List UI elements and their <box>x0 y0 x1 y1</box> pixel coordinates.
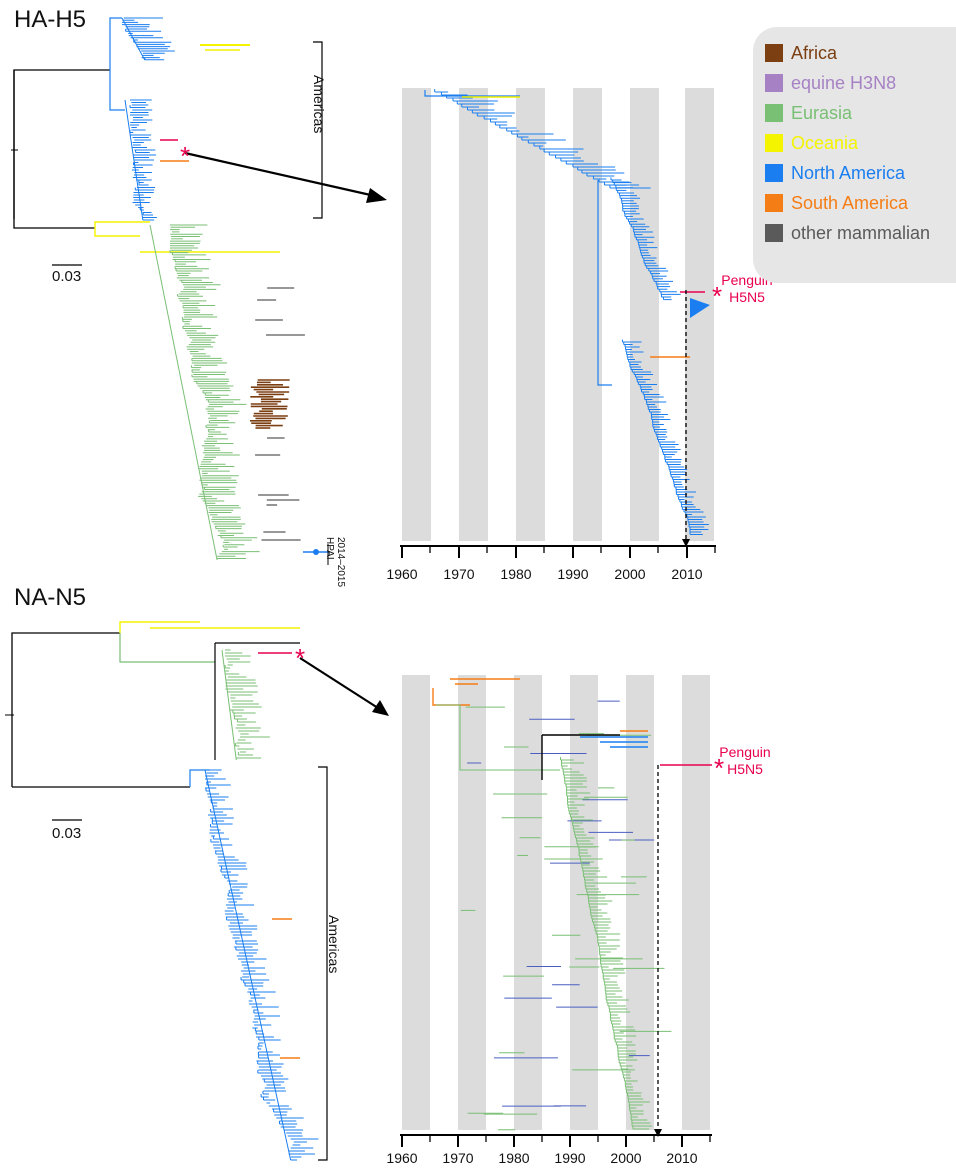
legend-swatch-mammalian <box>765 224 783 242</box>
year-label-2010-top: 2010 <box>671 566 703 582</box>
year-label-1990-top: 1990 <box>557 566 589 582</box>
time-band-bottom-2 <box>514 675 542 1130</box>
penguin-star-left-top: * <box>180 141 191 171</box>
time-band-bottom-4 <box>626 675 654 1130</box>
year-label-1990-bottom: 1990 <box>554 1150 586 1166</box>
legend-label-africa: Africa <box>791 42 838 63</box>
legend-item-eurasia: Eurasia <box>765 102 852 124</box>
time-band-top-0 <box>402 88 431 541</box>
clade-label-americas-bottom: Americas <box>326 915 342 974</box>
panel-title-ha-h5: HA-H5 <box>14 6 87 33</box>
legend-item-south-america: South America <box>765 192 908 214</box>
na-blue-stem <box>189 769 210 787</box>
callout-arrowhead-bottom <box>372 700 389 716</box>
penguin-star-left-bottom: * <box>295 643 306 673</box>
legend-item-equine-h3n8: equine H3N8 <box>765 72 896 94</box>
clade-spine <box>124 99 144 221</box>
legend-swatch-south-america <box>765 194 783 212</box>
legend-label-south-america: South America <box>791 192 909 213</box>
clade-label-americas-top: Americas <box>311 75 327 134</box>
penguin-callout-bottom: Penguin H5N5 <box>710 744 780 778</box>
eurasia-stem-bottom <box>119 633 215 663</box>
bt-green-main <box>436 704 560 771</box>
legend-swatch-equine <box>765 74 783 92</box>
region-legend: Africa equine H3N8 Eurasia Oceania North… <box>753 27 956 283</box>
legend-label-eurasia: Eurasia <box>791 102 853 123</box>
penguin-callout-bottom-line1: Penguin <box>719 744 771 760</box>
time-band-top-5 <box>685 88 714 541</box>
callout-arrow-top <box>184 151 376 198</box>
year-label-1970-bottom: 1970 <box>442 1150 474 1166</box>
callout-arrow-bottom <box>299 657 379 709</box>
clade-spine <box>221 649 237 761</box>
time-band-bottom-1 <box>458 675 486 1130</box>
year-label-1980-bottom: 1980 <box>498 1150 530 1166</box>
legend-item-oceania: Oceania <box>765 132 858 154</box>
dashed-arrow-top <box>682 539 690 547</box>
time-band-top-4 <box>630 88 659 541</box>
clade-spine <box>149 224 218 561</box>
clade-spine <box>204 769 292 1161</box>
penguin-star-top: * <box>712 281 723 311</box>
legend-item-other-mammalian: other mammalian <box>765 222 930 244</box>
oceania-stem-top <box>94 221 150 237</box>
time-band-bottom-5 <box>682 675 710 1130</box>
legend-swatch-oceania <box>765 134 783 152</box>
root-branch-bottom <box>11 632 190 788</box>
legend-item-north-america: North America <box>765 162 905 184</box>
hpai-clade-label: 2014–2015 HPAI <box>324 537 346 587</box>
legend-swatch-north-america <box>765 164 783 182</box>
americas-bracket-top <box>313 41 323 219</box>
black-stem-bottom <box>214 642 300 760</box>
hpai-node <box>313 549 319 555</box>
year-label-1960-bottom: 1960 <box>386 1150 418 1166</box>
time-band-bottom-0 <box>402 675 430 1130</box>
root-branch-top <box>13 69 110 219</box>
ht-stem-1 <box>424 90 520 97</box>
legend-label-mammalian: other mammalian <box>791 222 931 243</box>
dashed-arrow-bottom <box>654 1129 662 1137</box>
penguin-callout-bottom-line2: H5N5 <box>727 761 763 777</box>
scale-bar-label-bottom: 0.03 <box>52 825 82 842</box>
year-label-2000-top: 2000 <box>614 566 646 582</box>
year-label-2010-bottom: 2010 <box>666 1150 698 1166</box>
legend-label-north-america: North America <box>791 162 906 183</box>
legend-label-equine: equine H3N8 <box>791 72 897 93</box>
ht-triangle-tip <box>690 298 710 318</box>
legend-swatch-eurasia <box>765 104 783 122</box>
time-band-bottom-3 <box>570 675 598 1130</box>
scale-bar-label-top: 0.03 <box>52 268 82 285</box>
root-branch-top-2 <box>13 219 95 229</box>
year-label-1970-top: 1970 <box>443 566 475 582</box>
ht-main-split <box>597 180 612 386</box>
callout-arrowhead-top <box>366 188 387 203</box>
year-label-2000-bottom: 2000 <box>610 1150 642 1166</box>
time-band-top-1 <box>459 88 488 541</box>
penguin-star-bottom: * <box>714 753 725 783</box>
clade-spine <box>121 17 146 61</box>
hpai-label-text: HPAI <box>324 537 335 560</box>
penguin-callout-top-line2: H5N5 <box>729 289 765 305</box>
year-label-1960-top: 1960 <box>386 566 418 582</box>
legend-label-oceania: Oceania <box>791 132 859 153</box>
oceania-stem-bottom <box>119 621 200 633</box>
americas-stem-top <box>109 17 125 111</box>
legend-swatch-africa <box>765 44 783 62</box>
bt-black-branch <box>541 734 620 780</box>
legend-item-africa: Africa <box>765 42 837 64</box>
year-label-1980-top: 1980 <box>500 566 532 582</box>
panel-title-na-n5: NA-N5 <box>14 584 87 611</box>
time-band-top-2 <box>516 88 545 541</box>
hpai-label-years: 2014–2015 <box>335 537 346 588</box>
americas-bracket-bottom <box>318 766 328 1161</box>
